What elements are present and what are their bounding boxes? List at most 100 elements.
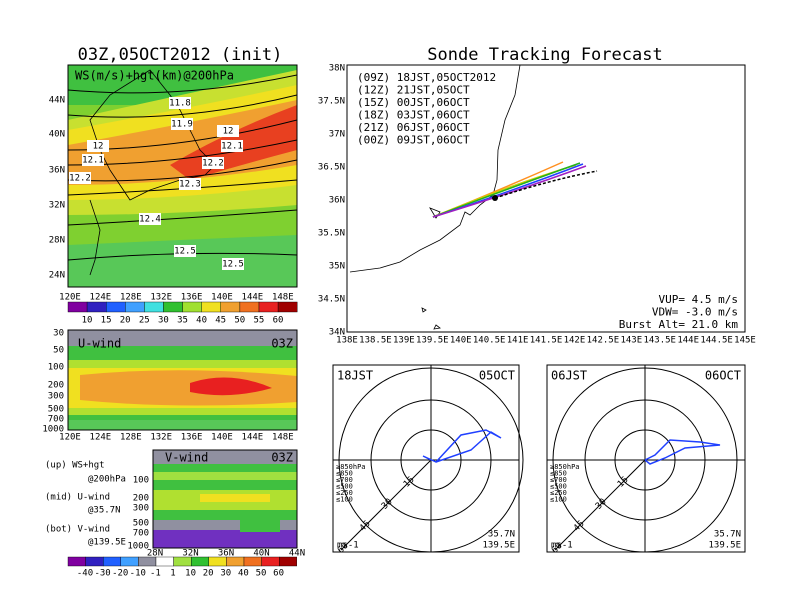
- lat-label: 40N: [49, 130, 65, 140]
- colorbar-label: -20: [112, 569, 128, 579]
- pressure-label: 700: [48, 415, 64, 425]
- contour-label: 12.5: [174, 247, 196, 257]
- lat-label: 36N: [49, 166, 65, 176]
- polar-legend: ≥850hPa: [550, 463, 580, 471]
- colorbar-label: 40: [196, 316, 207, 326]
- pressure-label: 500: [48, 405, 64, 415]
- u-wind-field: [68, 330, 297, 430]
- contour-label: 12.5: [222, 260, 244, 270]
- lat-label: 34N: [329, 328, 345, 338]
- contour-label: 11.8: [169, 99, 191, 109]
- lat-label: 28N: [147, 549, 163, 559]
- colorbar-label: 20: [203, 569, 214, 579]
- colorbar-label: 55: [253, 316, 264, 326]
- note: @139.5E: [88, 538, 126, 548]
- lon-label: 124E: [90, 433, 112, 443]
- pressure-label: 200: [133, 494, 149, 504]
- map-frame: [67, 64, 298, 288]
- lat-label: 44N: [289, 549, 305, 559]
- contour-label-bg: [221, 140, 243, 152]
- lon-label: 140E: [450, 336, 472, 346]
- colorbar-label: 15: [101, 316, 112, 326]
- lon-label: 142E: [564, 336, 586, 346]
- polar-legend: ≤500: [550, 483, 567, 491]
- colorbar-label: -40: [77, 569, 93, 579]
- colorbar-label: 10: [185, 569, 196, 579]
- contour-label: 12.3: [179, 180, 201, 190]
- panel-time: 03Z: [271, 337, 293, 351]
- legend-entry: (18Z) 03JST,06OCT: [357, 109, 470, 122]
- legend-entry: (21Z) 06JST,06OCT: [357, 121, 470, 134]
- contour-label: 12: [93, 142, 104, 152]
- polar-date: 05OCT: [479, 369, 515, 383]
- colorbar-swatch: [125, 301, 145, 313]
- colorbar-swatch: [220, 301, 241, 313]
- pressure-label: 50: [53, 346, 64, 356]
- polar-frame: [546, 364, 746, 553]
- axis: [554, 459, 646, 551]
- polar-time: 18JST: [337, 369, 373, 383]
- lon-label: 144.5E: [700, 336, 733, 346]
- lon-label: 124E: [90, 293, 112, 303]
- colorbar-swatch: [173, 556, 192, 567]
- lon-label: 120E: [59, 433, 81, 443]
- panel-time: 03Z: [271, 451, 293, 465]
- colorbar-label: 60: [273, 316, 284, 326]
- contour-label: 12: [223, 127, 234, 137]
- launch-param: Burst Alt= 21.0 km: [619, 318, 739, 331]
- pressure-label: 300: [48, 392, 64, 402]
- contour-label-bg: [217, 125, 239, 137]
- lon-label: 140E: [211, 433, 233, 443]
- colorbar-label: -1: [150, 569, 161, 579]
- polar-legend: ≤850: [336, 470, 353, 478]
- contour-label-bg: [169, 97, 191, 109]
- lat-label: 32N: [182, 549, 198, 559]
- lon-label: 145E: [734, 336, 756, 346]
- u-wind-frame: [67, 329, 298, 431]
- legend-entry: (12Z) 21JST,05OCT: [357, 84, 470, 97]
- polar-legend: ≤850: [550, 470, 567, 478]
- lat-label: 28N: [49, 236, 65, 246]
- lat-label: 36N: [329, 196, 345, 206]
- colorbar-swatch: [201, 301, 221, 313]
- v-wind-field: [153, 450, 297, 548]
- contour-label-bg: [171, 118, 193, 130]
- colorbar-label: 20: [120, 316, 131, 326]
- note: (mid) U-wind: [45, 493, 110, 503]
- colorbar-swatch: [182, 301, 202, 313]
- polar-legend: ≤100: [550, 496, 567, 504]
- colorbar-label: 35: [177, 316, 188, 326]
- lon-label: 128E: [120, 293, 142, 303]
- lat-label: 37.5N: [318, 97, 345, 107]
- contour-label: 12.1: [221, 142, 243, 152]
- lon-label: 142.5E: [587, 336, 620, 346]
- lon-label: 143.5E: [643, 336, 676, 346]
- launch-point: [492, 195, 498, 201]
- polar-lat: 35.7N: [488, 530, 515, 540]
- colorbar-label: 50: [234, 316, 245, 326]
- note: (up) WS+hgt: [45, 461, 105, 471]
- colorbar-label: -10: [130, 569, 146, 579]
- lat-label: 37N: [329, 130, 345, 140]
- colorbar-swatch: [85, 556, 104, 567]
- colorbar-swatch: [163, 301, 183, 313]
- colorbar-swatch: [138, 556, 157, 567]
- lon-label: 148E: [272, 293, 294, 303]
- contour-label: 12.2: [69, 174, 91, 184]
- lon-label: 141.5E: [530, 336, 563, 346]
- map-title: 03Z,05OCT2012 (init): [78, 45, 283, 65]
- colorbar-label: 10: [82, 316, 93, 326]
- lat-label: 36.5N: [318, 163, 345, 173]
- lat-label: 38N: [329, 64, 345, 74]
- contour-label-bg: [69, 172, 91, 184]
- polar-legend: ≤700: [550, 476, 567, 484]
- colorbar-label: 50: [256, 569, 267, 579]
- colorbar-swatch: [86, 301, 107, 313]
- hodograph: [644, 439, 721, 465]
- note: @35.7N: [88, 506, 121, 516]
- contour-label: 12.4: [139, 215, 161, 225]
- panel-label: V-wind: [165, 451, 208, 465]
- contour-label-bg: [202, 157, 224, 169]
- lat-label: 35N: [329, 262, 345, 272]
